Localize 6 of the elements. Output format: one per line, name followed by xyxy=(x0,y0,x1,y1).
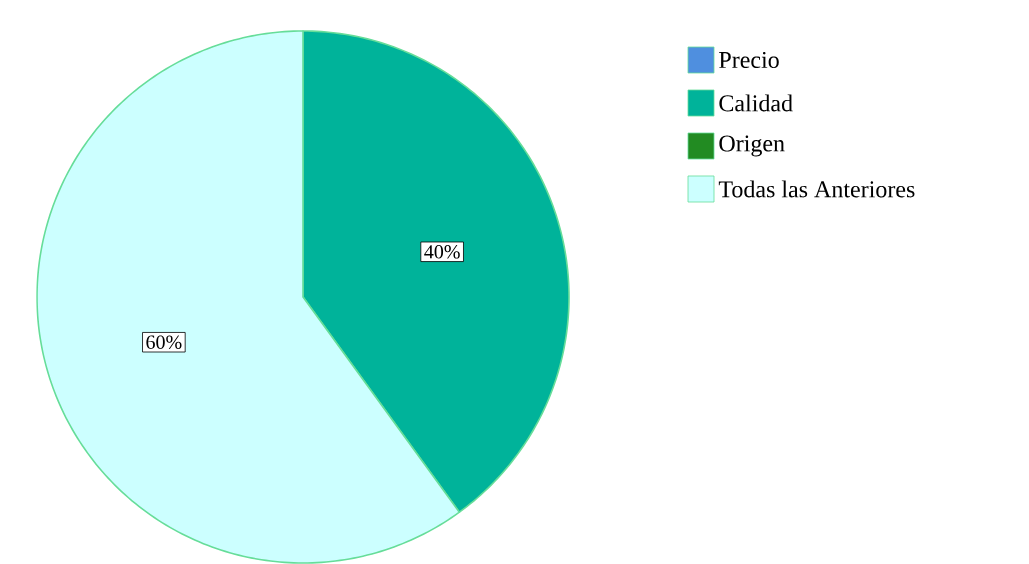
data-label: 60% xyxy=(146,335,182,349)
data-label: 40% xyxy=(424,245,460,259)
legend-label: Origen xyxy=(719,135,785,157)
legend-label: Calidad xyxy=(719,94,793,112)
legend-label: Todas las Anteriores xyxy=(718,180,915,198)
legend-label: Precio xyxy=(719,51,779,69)
